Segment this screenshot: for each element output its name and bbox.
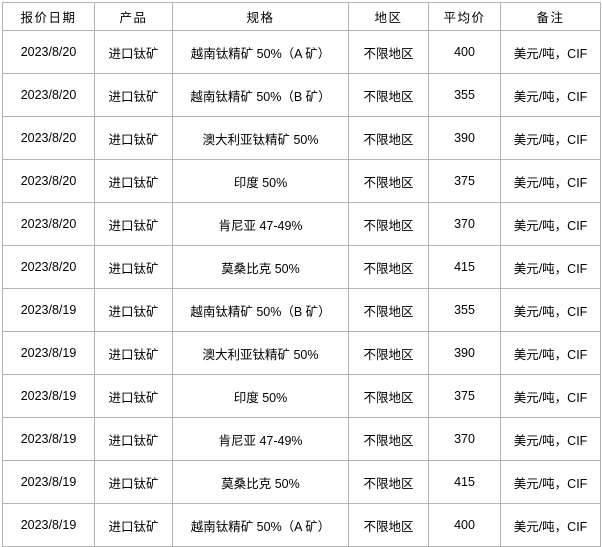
cell-region: 不限地区 (348, 159, 429, 203)
cell-region: 不限地区 (348, 30, 429, 74)
cell-region: 不限地区 (348, 288, 429, 332)
table-row: 2023/8/20 进口钛矿 肯尼亚 47-49% 不限地区 370 美元/吨，… (2, 202, 601, 246)
cell-product: 进口钛矿 (94, 460, 173, 504)
cell-region: 不限地区 (348, 460, 429, 504)
cell-price: 370 (428, 202, 501, 246)
table-row: 2023/8/20 进口钛矿 澳大利亚钛精矿 50% 不限地区 390 美元/吨… (2, 116, 601, 160)
column-header-remark: 备注 (500, 2, 601, 31)
cell-price: 400 (428, 30, 501, 74)
cell-product: 进口钛矿 (94, 503, 173, 547)
cell-remark: 美元/吨，CIF (500, 331, 601, 375)
cell-product: 进口钛矿 (94, 73, 173, 117)
cell-remark: 美元/吨，CIF (500, 202, 601, 246)
table-body: 2023/8/20 进口钛矿 越南钛精矿 50%（A 矿） 不限地区 400 美… (2, 30, 601, 547)
cell-region: 不限地区 (348, 116, 429, 160)
cell-date: 2023/8/20 (2, 159, 95, 203)
cell-product: 进口钛矿 (94, 116, 173, 160)
cell-region: 不限地区 (348, 331, 429, 375)
cell-remark: 美元/吨，CIF (500, 417, 601, 461)
column-header-average-price: 平均价 (428, 2, 501, 31)
table-row: 2023/8/19 进口钛矿 印度 50% 不限地区 375 美元/吨，CIF (2, 374, 601, 418)
cell-remark: 美元/吨，CIF (500, 288, 601, 332)
table-row: 2023/8/20 进口钛矿 越南钛精矿 50%（A 矿） 不限地区 400 美… (2, 30, 601, 74)
cell-remark: 美元/吨，CIF (500, 374, 601, 418)
cell-remark: 美元/吨，CIF (500, 116, 601, 160)
cell-product: 进口钛矿 (94, 245, 173, 289)
column-header-date: 报价日期 (2, 2, 95, 31)
cell-date: 2023/8/19 (2, 331, 95, 375)
column-header-spec: 规格 (172, 2, 349, 31)
cell-product: 进口钛矿 (94, 417, 173, 461)
cell-spec: 印度 50% (172, 374, 349, 418)
cell-price: 415 (428, 460, 501, 504)
column-header-product: 产品 (94, 2, 173, 31)
cell-spec: 越南钛精矿 50%（B 矿） (172, 288, 349, 332)
cell-region: 不限地区 (348, 202, 429, 246)
cell-date: 2023/8/20 (2, 73, 95, 117)
cell-product: 进口钛矿 (94, 331, 173, 375)
table-row: 2023/8/20 进口钛矿 印度 50% 不限地区 375 美元/吨，CIF (2, 159, 601, 203)
table-header-row: 报价日期 产品 规格 地区 平均价 备注 (2, 2, 601, 31)
cell-price: 355 (428, 288, 501, 332)
cell-region: 不限地区 (348, 73, 429, 117)
cell-spec: 莫桑比克 50% (172, 460, 349, 504)
cell-region: 不限地区 (348, 503, 429, 547)
cell-remark: 美元/吨，CIF (500, 503, 601, 547)
cell-price: 390 (428, 331, 501, 375)
cell-spec: 印度 50% (172, 159, 349, 203)
cell-remark: 美元/吨，CIF (500, 73, 601, 117)
cell-spec: 澳大利亚钛精矿 50% (172, 331, 349, 375)
cell-remark: 美元/吨，CIF (500, 460, 601, 504)
cell-product: 进口钛矿 (94, 159, 173, 203)
cell-region: 不限地区 (348, 245, 429, 289)
cell-date: 2023/8/19 (2, 288, 95, 332)
cell-price: 375 (428, 374, 501, 418)
table-row: 2023/8/19 进口钛矿 莫桑比克 50% 不限地区 415 美元/吨，CI… (2, 460, 601, 504)
cell-remark: 美元/吨，CIF (500, 30, 601, 74)
table-row: 2023/8/20 进口钛矿 莫桑比克 50% 不限地区 415 美元/吨，CI… (2, 245, 601, 289)
cell-price: 415 (428, 245, 501, 289)
cell-date: 2023/8/19 (2, 460, 95, 504)
cell-date: 2023/8/20 (2, 202, 95, 246)
cell-spec: 越南钛精矿 50%（A 矿） (172, 503, 349, 547)
cell-price: 370 (428, 417, 501, 461)
cell-date: 2023/8/19 (2, 417, 95, 461)
cell-product: 进口钛矿 (94, 374, 173, 418)
cell-remark: 美元/吨，CIF (500, 245, 601, 289)
cell-region: 不限地区 (348, 417, 429, 461)
cell-price: 375 (428, 159, 501, 203)
column-header-region: 地区 (348, 2, 429, 31)
cell-price: 400 (428, 503, 501, 547)
cell-product: 进口钛矿 (94, 288, 173, 332)
cell-spec: 肯尼亚 47-49% (172, 202, 349, 246)
cell-date: 2023/8/19 (2, 503, 95, 547)
cell-spec: 澳大利亚钛精矿 50% (172, 116, 349, 160)
cell-date: 2023/8/20 (2, 245, 95, 289)
table-row: 2023/8/19 进口钛矿 肯尼亚 47-49% 不限地区 370 美元/吨，… (2, 417, 601, 461)
cell-price: 390 (428, 116, 501, 160)
cell-product: 进口钛矿 (94, 30, 173, 74)
cell-date: 2023/8/20 (2, 30, 95, 74)
cell-spec: 莫桑比克 50% (172, 245, 349, 289)
cell-date: 2023/8/19 (2, 374, 95, 418)
cell-date: 2023/8/20 (2, 116, 95, 160)
cell-spec: 越南钛精矿 50%（A 矿） (172, 30, 349, 74)
table-row: 2023/8/19 进口钛矿 澳大利亚钛精矿 50% 不限地区 390 美元/吨… (2, 331, 601, 375)
cell-product: 进口钛矿 (94, 202, 173, 246)
cell-region: 不限地区 (348, 374, 429, 418)
table-row: 2023/8/20 进口钛矿 越南钛精矿 50%（B 矿） 不限地区 355 美… (2, 73, 601, 117)
table-row: 2023/8/19 进口钛矿 越南钛精矿 50%（A 矿） 不限地区 400 美… (2, 503, 601, 547)
cell-price: 355 (428, 73, 501, 117)
table-row: 2023/8/19 进口钛矿 越南钛精矿 50%（B 矿） 不限地区 355 美… (2, 288, 601, 332)
cell-remark: 美元/吨，CIF (500, 159, 601, 203)
cell-spec: 肯尼亚 47-49% (172, 417, 349, 461)
table-header: 报价日期 产品 规格 地区 平均价 备注 (2, 2, 601, 31)
cell-spec: 越南钛精矿 50%（B 矿） (172, 73, 349, 117)
